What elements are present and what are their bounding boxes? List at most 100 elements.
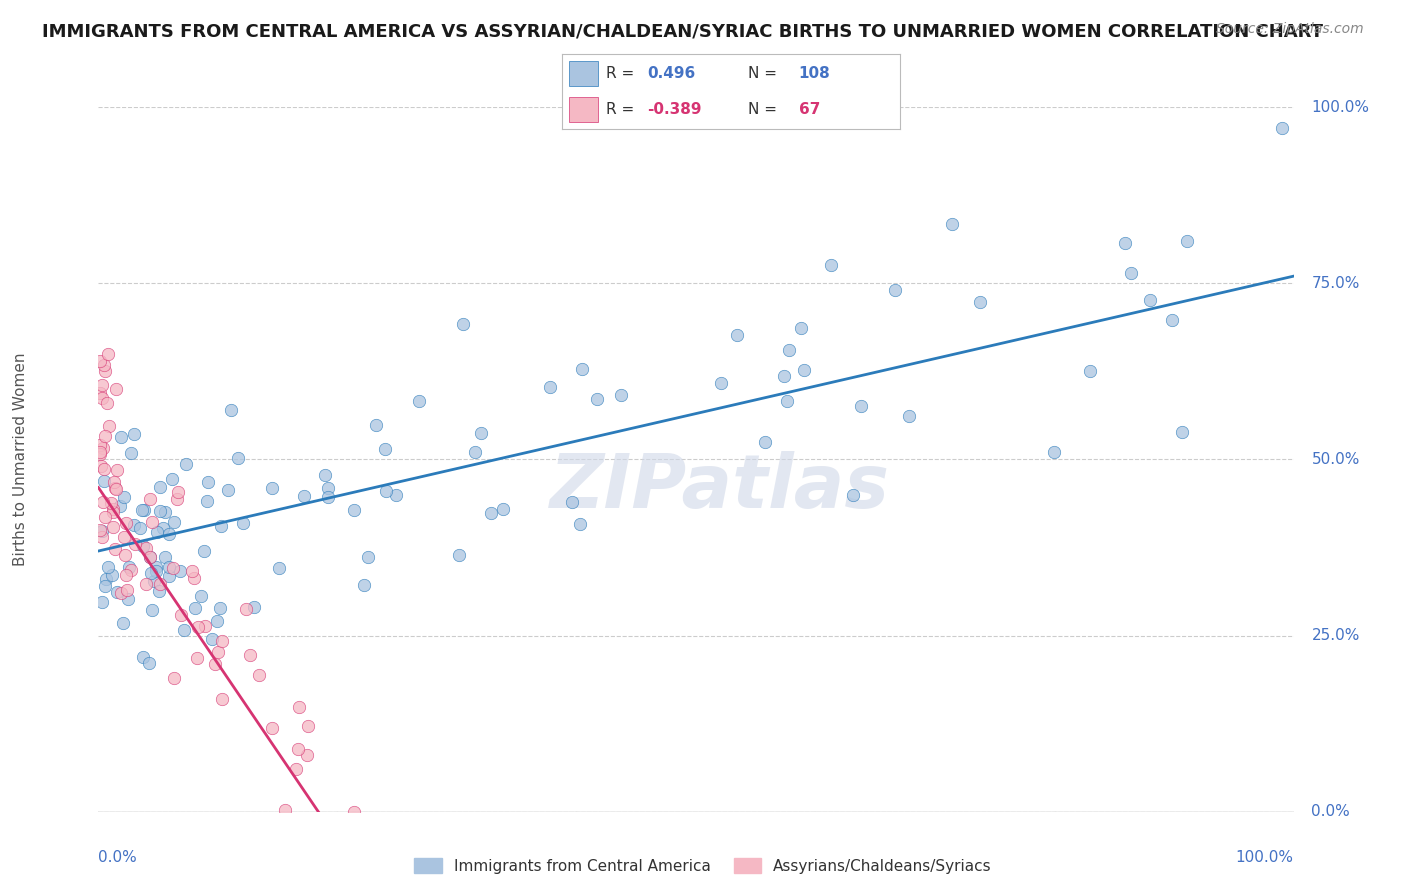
- Point: [790, 321, 813, 335]
- Point: [778, 343, 800, 357]
- Point: [343, 805, 366, 819]
- Point: [297, 719, 319, 733]
- Point: [131, 650, 153, 665]
- Text: 0.0%: 0.0%: [98, 850, 138, 865]
- Point: [135, 577, 157, 591]
- Point: [232, 516, 254, 530]
- Text: 100.0%: 100.0%: [1236, 850, 1294, 865]
- Point: [91, 495, 114, 509]
- Point: [90, 378, 112, 392]
- Point: [209, 519, 232, 533]
- Point: [969, 294, 991, 309]
- Point: [90, 391, 112, 405]
- Point: [139, 549, 162, 564]
- Text: R =: R =: [606, 66, 634, 81]
- Point: [194, 619, 217, 633]
- Point: [190, 589, 212, 603]
- Point: [180, 564, 202, 578]
- Point: [207, 645, 229, 659]
- Point: [104, 541, 127, 556]
- Point: [149, 576, 172, 591]
- Point: [114, 548, 136, 562]
- Point: [135, 541, 157, 555]
- Point: [375, 483, 398, 498]
- Point: [167, 484, 190, 499]
- Point: [1078, 363, 1101, 377]
- Point: [89, 523, 111, 537]
- Point: [364, 417, 387, 432]
- Text: N =: N =: [748, 102, 778, 117]
- Point: [91, 530, 114, 544]
- Point: [169, 565, 191, 579]
- Point: [385, 488, 408, 502]
- Text: 67: 67: [799, 102, 820, 117]
- Point: [110, 586, 132, 600]
- Text: N =: N =: [748, 66, 778, 81]
- Point: [1043, 445, 1066, 459]
- Point: [287, 741, 309, 756]
- Point: [89, 437, 111, 451]
- Text: R =: R =: [606, 102, 634, 117]
- Point: [117, 591, 139, 606]
- Point: [89, 385, 111, 400]
- Point: [118, 559, 141, 574]
- Point: [316, 481, 339, 495]
- Point: [569, 517, 592, 532]
- Point: [101, 505, 124, 519]
- Text: 0.496: 0.496: [647, 66, 695, 81]
- Point: [211, 691, 233, 706]
- Point: [1271, 121, 1294, 136]
- Point: [262, 481, 284, 495]
- Point: [208, 600, 231, 615]
- Point: [353, 578, 375, 592]
- Text: 108: 108: [799, 66, 831, 81]
- Point: [110, 499, 132, 513]
- Point: [131, 503, 153, 517]
- Point: [793, 362, 815, 376]
- Point: [343, 503, 366, 517]
- Point: [197, 475, 219, 489]
- Point: [145, 559, 167, 574]
- Point: [97, 418, 120, 433]
- Point: [163, 671, 186, 685]
- Point: [141, 603, 163, 617]
- Point: [1119, 266, 1142, 280]
- Point: [773, 369, 796, 384]
- Text: 0.0%: 0.0%: [1312, 805, 1350, 819]
- Point: [96, 396, 118, 410]
- Point: [219, 402, 242, 417]
- Point: [91, 524, 114, 538]
- Point: [898, 409, 921, 423]
- Text: IMMIGRANTS FROM CENTRAL AMERICA VS ASSYRIAN/CHALDEAN/SYRIAC BIRTHS TO UNMARRIED : IMMIGRANTS FROM CENTRAL AMERICA VS ASSYR…: [42, 22, 1323, 40]
- Point: [141, 515, 163, 529]
- Point: [89, 353, 111, 368]
- Point: [105, 382, 128, 396]
- Point: [145, 564, 167, 578]
- Point: [146, 524, 169, 539]
- Point: [89, 445, 111, 459]
- Point: [187, 620, 209, 634]
- Point: [124, 517, 146, 532]
- Point: [238, 648, 260, 662]
- Point: [163, 515, 186, 529]
- Point: [754, 434, 776, 449]
- Point: [183, 600, 205, 615]
- Point: [152, 521, 174, 535]
- Point: [138, 549, 160, 564]
- Point: [153, 505, 176, 519]
- Point: [492, 502, 515, 516]
- Point: [470, 425, 492, 440]
- Point: [260, 721, 283, 735]
- Point: [274, 804, 297, 818]
- Point: [157, 569, 180, 583]
- Point: [1139, 293, 1161, 307]
- Text: -0.389: -0.389: [647, 102, 702, 117]
- Point: [153, 550, 176, 565]
- Point: [941, 217, 963, 231]
- Point: [586, 392, 609, 407]
- Text: 75.0%: 75.0%: [1312, 276, 1360, 291]
- Point: [138, 656, 160, 670]
- Point: [122, 427, 145, 442]
- Point: [561, 494, 583, 508]
- Point: [134, 502, 156, 516]
